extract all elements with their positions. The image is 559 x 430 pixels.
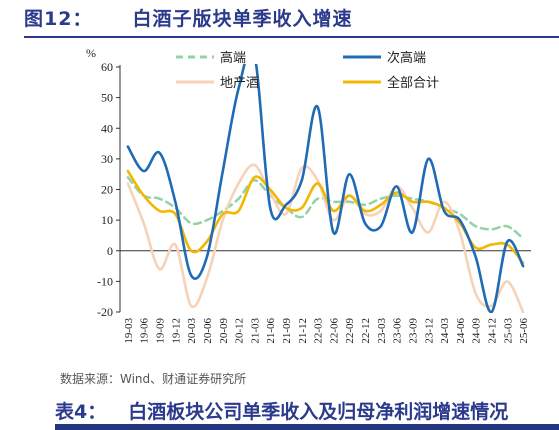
y-tick-label: 30: [101, 152, 113, 166]
x-tick-label: 20-06: [202, 318, 214, 344]
y-tick-label: -20: [97, 305, 113, 319]
axes: 60 50 40 30 20 10 0 -10 -20% 19-03 19-06 19-09 19-12…: [86, 46, 531, 344]
x-tick-label: 22-12: [360, 318, 372, 344]
x-tick-label: 21-03: [249, 318, 261, 344]
x-tick-label: 23-03: [376, 318, 388, 344]
x-tick-label: 25-06: [518, 318, 530, 344]
x-tick-label: 22-06: [328, 318, 340, 344]
x-tick-label: 25-03: [502, 318, 514, 344]
legend-label-ci_gao_duan: 次高端: [387, 50, 426, 66]
legend-label-di_chan_jiu: 地产酒: [220, 76, 259, 91]
title-rule: [24, 36, 559, 38]
x-tick-label: 21-12: [297, 318, 309, 344]
series-line-di_chan_jiu: [126, 163, 525, 313]
x-tick-label: 23-09: [407, 318, 419, 344]
y-tick-label: 0: [107, 244, 113, 258]
x-tick-label: 22-03: [313, 318, 325, 344]
x-tick-label: 23-06: [392, 318, 404, 344]
y-tick-label: -10: [97, 274, 113, 288]
x-tick-label: 20-03: [186, 318, 198, 344]
x-tick-label: 21-09: [281, 318, 293, 344]
y-tick-label: 60: [101, 60, 113, 74]
table-caption-text: 白酒板块公司单季收入及归母净利润增速情况: [128, 401, 509, 423]
y-tick-label: 10: [101, 213, 113, 227]
x-tick-label: 21-06: [265, 318, 277, 344]
x-tick-label: 19-12: [170, 318, 182, 344]
x-tick-label: 19-09: [155, 318, 167, 344]
x-tick-label: 20-09: [218, 318, 230, 344]
figure-title: 图12： 白酒子版块单季收入增速: [24, 4, 352, 31]
x-tick-label: 24-12: [486, 318, 498, 344]
y-tick-label: 20: [101, 183, 113, 197]
source-note: 数据来源：Wind、财通证券研究所: [60, 372, 247, 386]
x-tick-label: 20-12: [234, 318, 246, 344]
y-tick-label: 50: [101, 91, 113, 105]
chart-svg: 60 50 40 30 20 10 0 -10 -20% 19-03 19-06 19-09 19-12…: [86, 46, 531, 344]
x-tick-label: 24-06: [455, 318, 467, 344]
x-tick-label: 24-09: [471, 318, 483, 344]
x-tick-label: 22-09: [344, 318, 356, 344]
x-tick-label: 19-06: [139, 318, 151, 344]
y-unit-label: %: [86, 46, 96, 60]
series-layer: [126, 64, 525, 313]
series-line-ci_gao_duan: [126, 64, 525, 313]
x-tick-label: 23-12: [423, 318, 435, 344]
table-header-bar: [55, 424, 559, 430]
series-line-quan_bu: [126, 169, 525, 265]
y-tick-label: 40: [101, 121, 113, 135]
x-tick-label: 19-03: [123, 318, 135, 344]
legend-label-gao_duan: 高端: [220, 50, 246, 66]
table-number: 表4：: [55, 401, 107, 423]
x-tick-label: 24-03: [439, 318, 451, 344]
table-caption: 表4： 白酒板块公司单季收入及归母净利润增速情况: [55, 397, 508, 424]
legend-label-quan_bu: 全部合计: [387, 75, 439, 91]
figure-title-text: 白酒子版块单季收入增速: [132, 8, 353, 30]
figure-number: 图12：: [24, 8, 93, 30]
